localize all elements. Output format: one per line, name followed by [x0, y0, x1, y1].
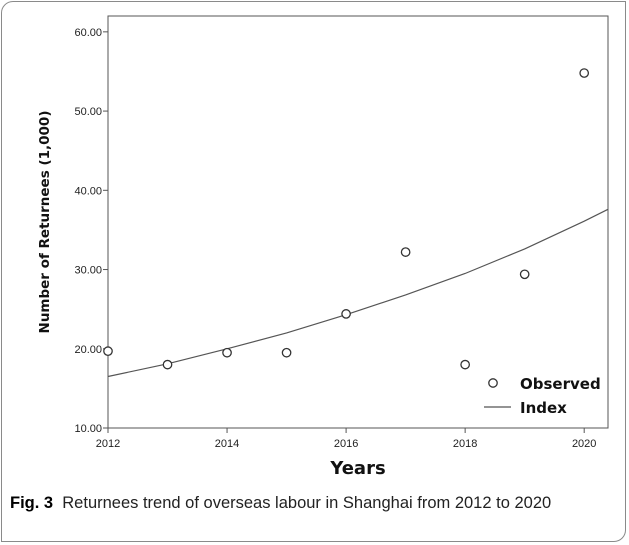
index-trend-line: [107, 208, 609, 378]
y-axis-title: Number of Returnees (1,000): [37, 111, 53, 334]
caption-text: Returnees trend of overseas labour in Sh…: [62, 494, 552, 512]
y-tick-label: 30.00: [74, 265, 102, 277]
observed-point: [579, 68, 590, 78]
x-tick-label: 2012: [96, 438, 120, 450]
observed-point: [103, 346, 113, 356]
figure-caption: Fig. 3 Returnees trend of overseas labou…: [10, 491, 622, 515]
x-axis-title: Years: [329, 458, 385, 479]
figure-label: Fig. 3: [10, 494, 54, 512]
legend-index-label: Index: [520, 399, 567, 417]
x-tick-label: 2020: [572, 438, 596, 450]
y-tick-label: 20.00: [74, 344, 102, 356]
y-tick-label: 40.00: [74, 185, 102, 197]
plot-box: [107, 15, 609, 429]
y-tick-label: 10.00: [74, 423, 102, 435]
observed-point: [400, 247, 411, 257]
x-tick-label: 2016: [334, 438, 358, 450]
y-ticks: 10.00 20.00 30.00 40.00 50.00 60.00: [74, 27, 108, 435]
legend: Observed Index: [484, 375, 601, 417]
x-tick-label: 2018: [453, 438, 477, 450]
observed-point: [460, 359, 470, 370]
legend-observed-label: Observed: [520, 375, 601, 393]
observed-point: [341, 309, 351, 319]
observed-point: [222, 347, 232, 358]
x-tick-label: 2014: [215, 438, 239, 450]
observed-point: [519, 269, 530, 280]
observed-point: [162, 359, 173, 370]
observed-point: [281, 347, 292, 358]
observed-points: [103, 68, 590, 370]
x-ticks: 2012 2014 2016 2018 2020: [96, 428, 596, 450]
axes: [107, 15, 609, 429]
legend-observed-marker: [488, 378, 498, 388]
y-tick-label: 50.00: [74, 106, 102, 118]
y-tick-label: 60.00: [74, 27, 102, 39]
